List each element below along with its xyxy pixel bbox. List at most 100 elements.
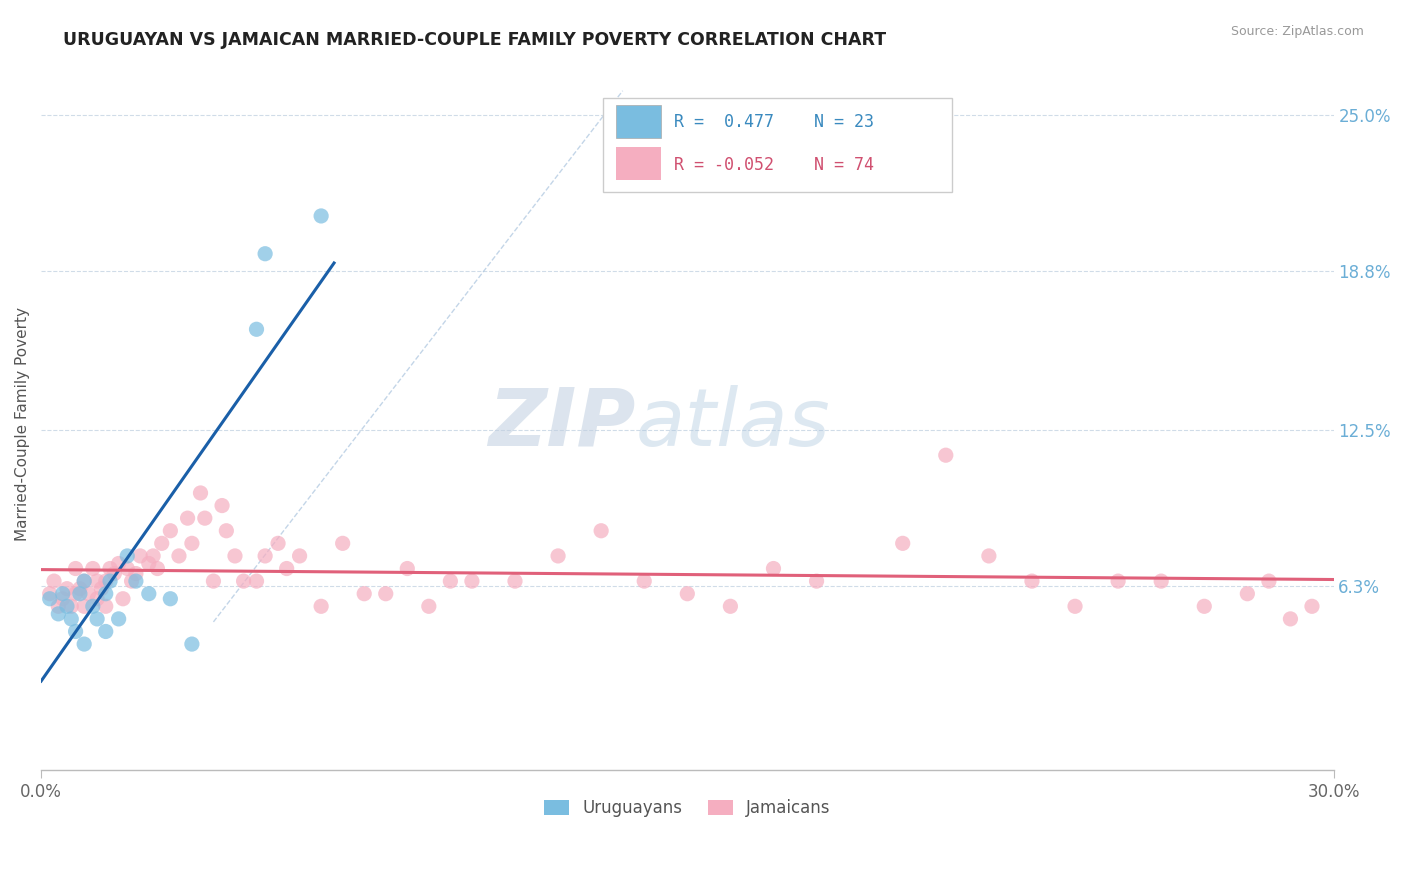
Point	[439, 574, 461, 588]
Point	[215, 524, 238, 538]
Point	[86, 591, 108, 606]
Point	[309, 599, 332, 614]
Point	[69, 582, 91, 596]
Point	[1107, 574, 1129, 588]
Point	[276, 561, 298, 575]
Point	[138, 587, 160, 601]
FancyBboxPatch shape	[616, 105, 661, 138]
Point	[121, 574, 143, 588]
Point	[245, 574, 267, 588]
Point	[56, 599, 79, 614]
Text: ZIP: ZIP	[488, 384, 636, 463]
Point	[503, 574, 526, 588]
Point	[46, 599, 69, 614]
Y-axis label: Married-Couple Family Poverty: Married-Couple Family Poverty	[15, 307, 30, 541]
Point	[718, 599, 741, 614]
Point	[353, 587, 375, 601]
Point	[418, 599, 440, 614]
Point	[309, 209, 332, 223]
Point	[73, 637, 96, 651]
Text: R =  0.477    N = 23: R = 0.477 N = 23	[675, 112, 875, 131]
Point	[46, 607, 69, 621]
Point	[224, 549, 246, 563]
Point	[676, 587, 699, 601]
Point	[167, 549, 190, 563]
Point	[935, 448, 957, 462]
Point	[90, 582, 112, 596]
Point	[65, 561, 87, 575]
Point	[65, 587, 87, 601]
Point	[94, 574, 117, 588]
Point	[142, 549, 165, 563]
Point	[107, 557, 129, 571]
Point	[138, 557, 160, 571]
Point	[86, 574, 108, 588]
Point	[94, 599, 117, 614]
Text: atlas: atlas	[636, 384, 831, 463]
Point	[60, 599, 83, 614]
Point	[891, 536, 914, 550]
FancyBboxPatch shape	[603, 98, 952, 192]
Point	[1021, 574, 1043, 588]
Point	[65, 624, 87, 639]
Point	[94, 587, 117, 601]
Point	[159, 524, 181, 538]
Point	[117, 549, 139, 563]
Point	[77, 587, 100, 601]
Legend: Uruguayans, Jamaicans: Uruguayans, Jamaicans	[537, 793, 837, 824]
Point	[129, 549, 152, 563]
Point	[98, 574, 121, 588]
Text: R = -0.052    N = 74: R = -0.052 N = 74	[675, 156, 875, 174]
Point	[73, 599, 96, 614]
Point	[103, 566, 125, 581]
Point	[117, 561, 139, 575]
Point	[288, 549, 311, 563]
Point	[94, 624, 117, 639]
Point	[56, 582, 79, 596]
Point	[1301, 599, 1323, 614]
Point	[111, 591, 134, 606]
Point	[254, 246, 277, 260]
Point	[159, 591, 181, 606]
Point	[977, 549, 1000, 563]
Point	[82, 561, 104, 575]
Point	[461, 574, 484, 588]
Point	[194, 511, 217, 525]
Point	[69, 587, 91, 601]
Point	[125, 566, 148, 581]
Point	[396, 561, 419, 575]
Point	[633, 574, 655, 588]
Point	[267, 536, 290, 550]
Point	[1257, 574, 1279, 588]
Point	[1150, 574, 1173, 588]
Point	[1194, 599, 1216, 614]
Point	[60, 612, 83, 626]
Point	[254, 549, 277, 563]
Point	[232, 574, 254, 588]
Point	[125, 574, 148, 588]
Point	[42, 574, 65, 588]
Point	[591, 524, 613, 538]
Text: Source: ZipAtlas.com: Source: ZipAtlas.com	[1230, 25, 1364, 38]
Point	[1236, 587, 1258, 601]
Point	[1064, 599, 1087, 614]
Point	[73, 574, 96, 588]
Point	[86, 612, 108, 626]
Point	[176, 511, 198, 525]
Text: URUGUAYAN VS JAMAICAN MARRIED-COUPLE FAMILY POVERTY CORRELATION CHART: URUGUAYAN VS JAMAICAN MARRIED-COUPLE FAM…	[63, 31, 886, 49]
Point	[806, 574, 828, 588]
Point	[332, 536, 354, 550]
Point	[190, 486, 212, 500]
Point	[38, 587, 60, 601]
FancyBboxPatch shape	[616, 146, 661, 180]
Point	[202, 574, 225, 588]
Point	[52, 587, 75, 601]
Point	[547, 549, 569, 563]
Point	[107, 612, 129, 626]
Point	[38, 591, 60, 606]
Point	[211, 499, 233, 513]
Point	[73, 574, 96, 588]
Point	[82, 599, 104, 614]
Point	[150, 536, 173, 550]
Point	[98, 561, 121, 575]
